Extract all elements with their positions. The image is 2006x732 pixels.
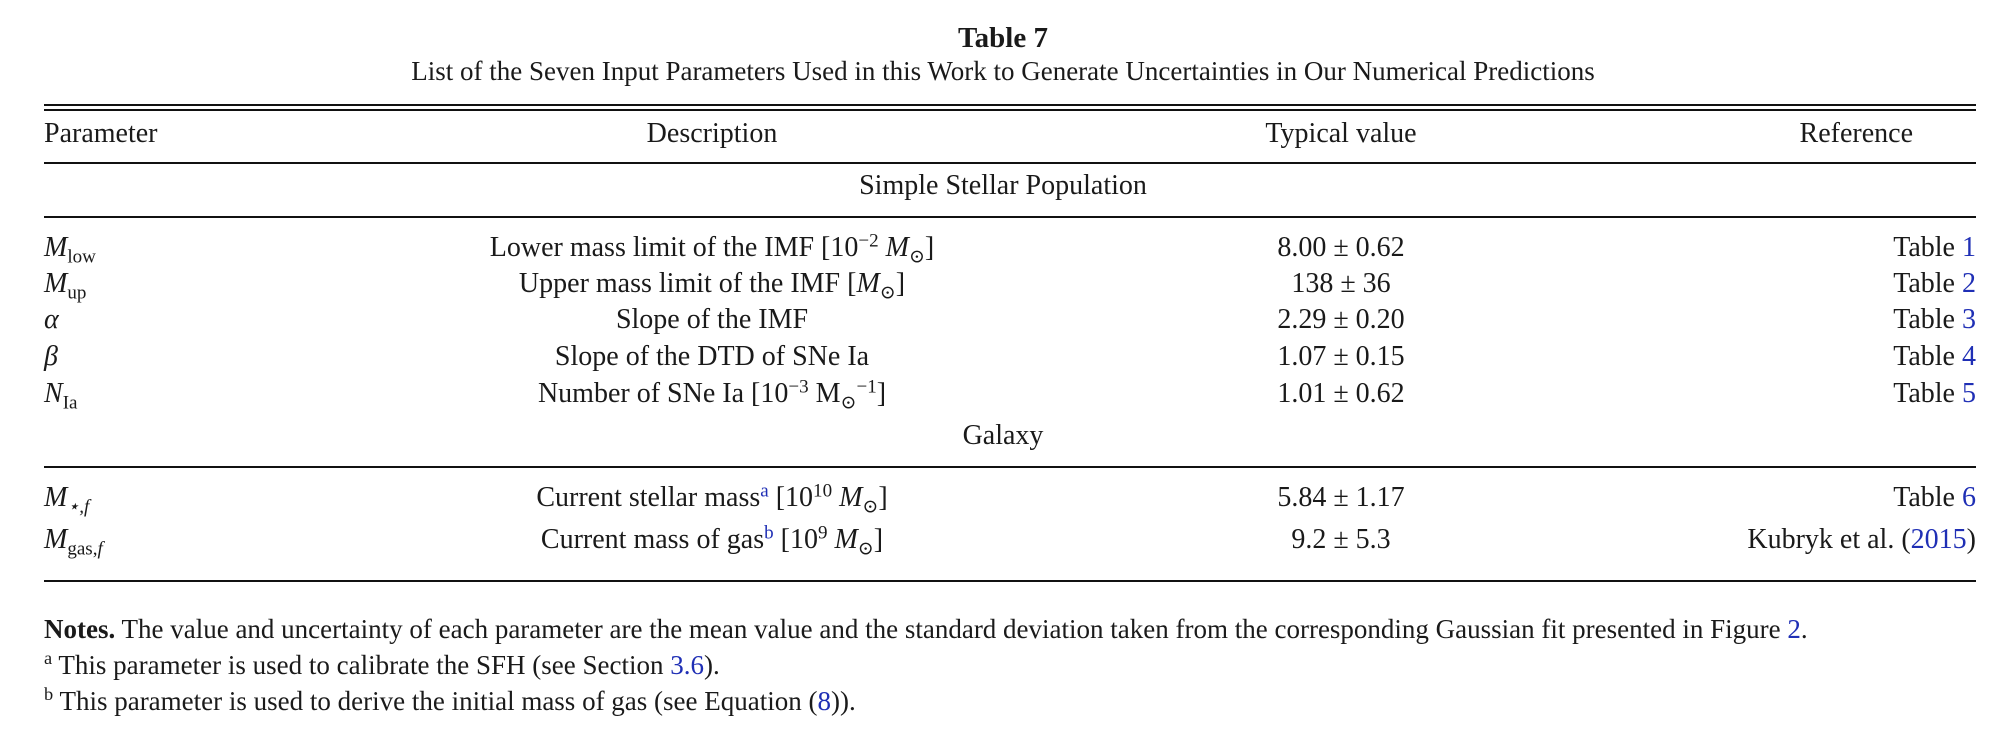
reference-n-ia: Table 5 [1893,378,1976,409]
table-link[interactable]: 3 [1962,304,1976,335]
header-reference: Reference [1799,118,1913,149]
param-m-star-f: M⋆,f [44,482,90,518]
reference-alpha: Table 3 [1893,304,1976,335]
reference-beta: Table 4 [1893,341,1976,372]
top-rule [44,104,1976,106]
header-rule [44,162,1976,164]
param-alpha: α [44,304,59,335]
footnote-a: a This parameter is used to calibrate th… [44,647,720,680]
figure-link[interactable]: 2 [1787,614,1801,644]
desc-n-ia: Number of SNe Ia [10−3 M⊙−1] [537,376,887,414]
reference-m-gas-f: Kubryk et al. (2015) [1747,524,1976,555]
section-link[interactable]: 3.6 [670,650,704,680]
reference-m-up: Table 2 [1893,268,1976,299]
reference-m-low: Table 1 [1893,232,1976,263]
desc-beta: Slope of the DTD of SNe Ia [554,341,870,372]
footnote-a-link[interactable]: a [760,480,769,502]
table-link[interactable]: 1 [1962,232,1976,263]
desc-alpha: Slope of the IMF [615,304,809,335]
desc-m-low: Lower mass limit of the IMF [10−2 M⊙] [489,230,935,268]
desc-m-gas-f: Current mass of gasb [109 M⊙] [540,522,884,560]
param-m-low: Mlow [44,232,96,268]
header-parameter: Parameter [44,118,158,149]
header-typical-value: Typical value [1265,118,1417,149]
value-m-low: 8.00 ± 0.62 [1277,232,1405,263]
table-title: Table 7 [958,22,1048,54]
header-description: Description [646,118,778,149]
citation-year-link[interactable]: 2015 [1910,524,1967,555]
bottom-rule [44,580,1976,582]
table-notes: Notes. The value and uncertainty of each… [44,614,1808,644]
table-caption: List of the Seven Input Parameters Used … [411,56,1595,86]
section-rule [44,216,1976,218]
value-m-up: 138 ± 36 [1291,268,1391,299]
section-galaxy: Galaxy [962,420,1044,451]
param-beta: β [44,341,58,372]
section-rule [44,466,1976,468]
table-link[interactable]: 4 [1962,341,1976,372]
table-link[interactable]: 6 [1962,482,1976,513]
footnote-b: b This parameter is used to derive the i… [44,683,856,716]
value-beta: 1.07 ± 0.15 [1277,341,1405,372]
value-m-gas-f: 9.2 ± 5.3 [1291,524,1391,555]
desc-m-star-f: Current stellar massa [1010 M⊙] [536,480,888,518]
value-m-star-f: 5.84 ± 1.17 [1277,482,1405,513]
footnote-b-link[interactable]: b [764,522,774,544]
table-link[interactable]: 5 [1962,378,1976,409]
param-m-up: Mup [44,268,87,304]
value-alpha: 2.29 ± 0.20 [1277,304,1405,335]
param-n-ia: NIa [44,378,78,414]
value-n-ia: 1.01 ± 0.62 [1277,378,1405,409]
section-simple-stellar-population: Simple Stellar Population [859,170,1147,201]
table-link[interactable]: 2 [1962,268,1976,299]
param-m-gas-f: Mgas,f [44,524,103,560]
reference-m-star-f: Table 6 [1893,482,1976,513]
top-rule-second [44,109,1976,111]
equation-link[interactable]: 8 [817,686,831,716]
desc-m-up: Upper mass limit of the IMF [M⊙] [518,268,906,304]
